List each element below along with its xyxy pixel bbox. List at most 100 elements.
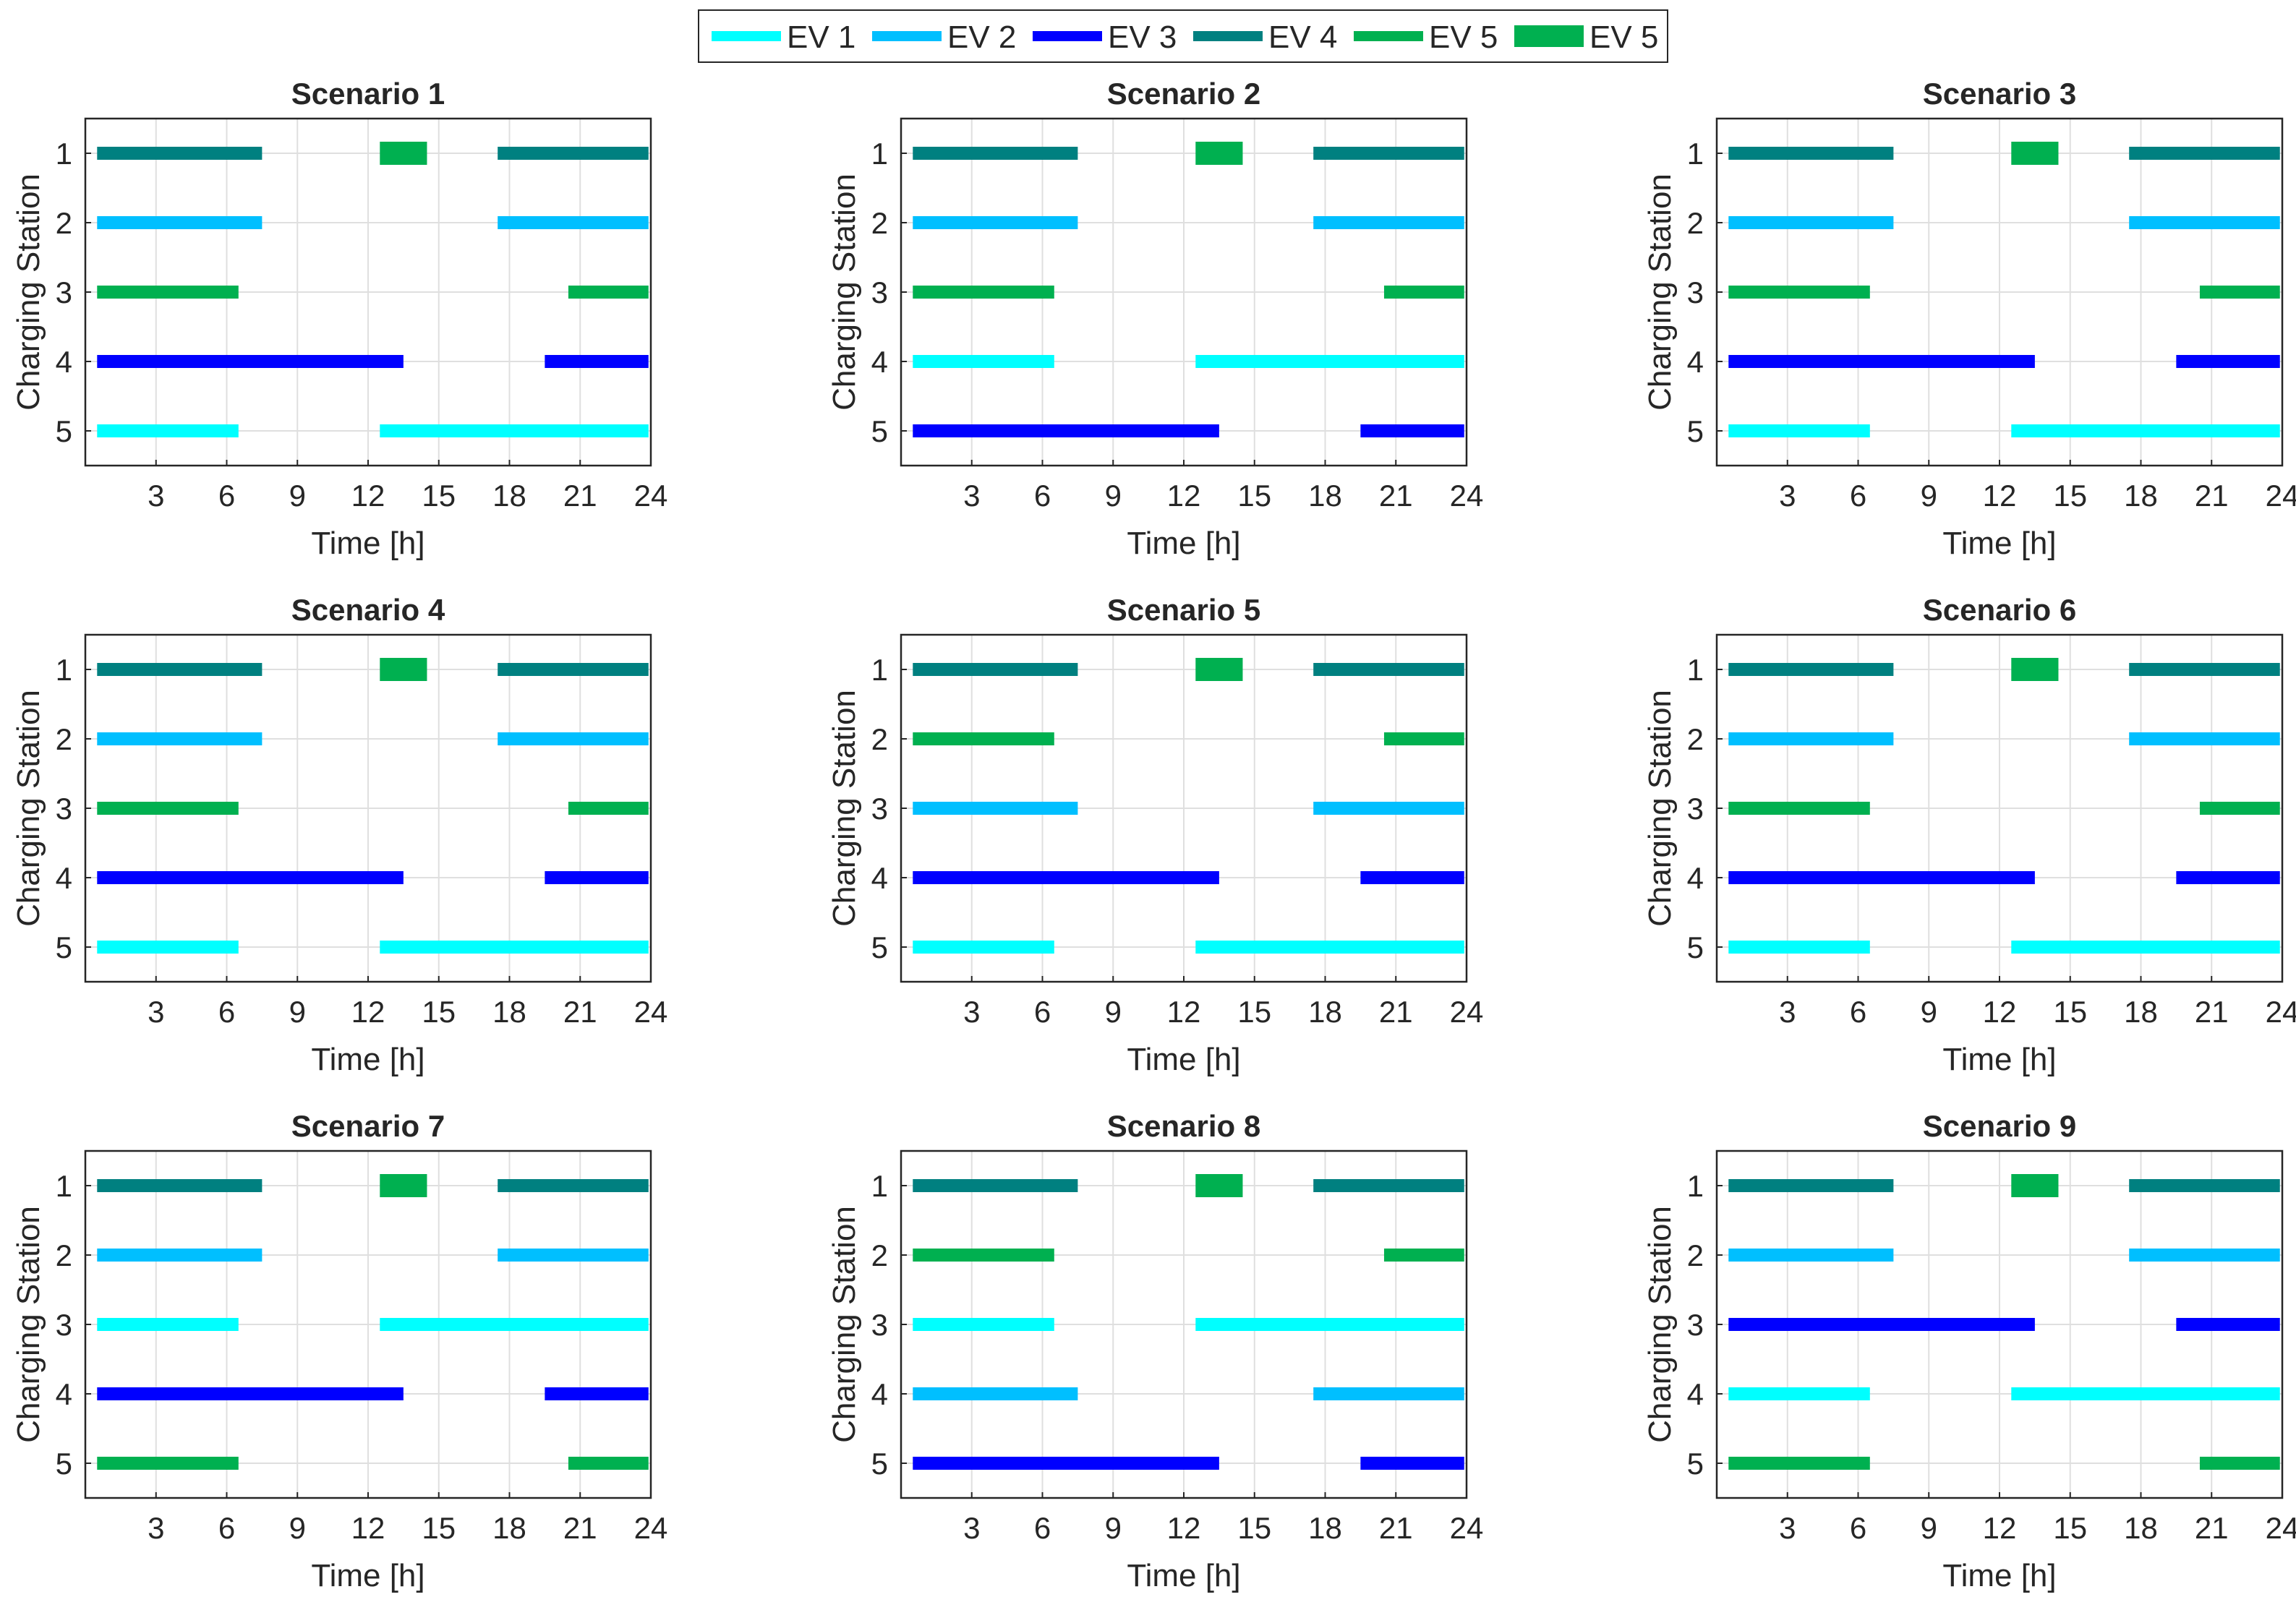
x-axis-label: Time [h] <box>1942 526 2056 561</box>
x-tick-label: 18 <box>2124 479 2158 513</box>
x-tick-label: 18 <box>492 479 526 513</box>
y-axis-label: Charging Station <box>11 174 46 411</box>
x-tick-label: 9 <box>289 995 306 1029</box>
x-tick-label: 15 <box>422 995 456 1029</box>
y-tick-label: 5 <box>1687 414 1704 448</box>
bar-station-3-ev5 <box>568 286 649 299</box>
x-tick-label: 15 <box>1237 479 1271 513</box>
x-tick-label: 6 <box>1850 995 1866 1029</box>
bar-station-4-ev3 <box>545 871 649 884</box>
x-tick-label: 18 <box>2124 1511 2158 1545</box>
bar-station-1-ev4 <box>2129 1179 2280 1192</box>
y-tick-label: 2 <box>56 1238 72 1272</box>
bar-station-4-ev1 <box>1195 355 1464 368</box>
subplot-title: Scenario 1 <box>291 77 445 111</box>
bar-station-2-ev2 <box>1313 216 1464 229</box>
subplot-title: Scenario 5 <box>1107 593 1260 627</box>
bar-station-4-ev1 <box>2011 1387 2280 1400</box>
y-tick-label: 1 <box>1687 1169 1704 1203</box>
bar-station-5-ev1 <box>2011 424 2280 437</box>
bar-station-4-ev1 <box>1728 1387 1870 1400</box>
bar-station-3-ev1 <box>380 1318 649 1331</box>
bar-station-3-ev5 <box>2199 286 2280 299</box>
x-tick-label: 9 <box>1921 479 1937 513</box>
bar-station-5-ev5 <box>2199 1457 2280 1470</box>
x-tick-label: 18 <box>492 995 526 1029</box>
x-axis-label: Time [h] <box>311 1042 424 1077</box>
y-tick-label: 2 <box>1687 1238 1704 1272</box>
x-axis-label: Time [h] <box>311 526 424 561</box>
y-axis-label: Charging Station <box>1642 174 1678 411</box>
subplot-title: Scenario 7 <box>291 1109 445 1143</box>
x-tick-label: 18 <box>1308 479 1342 513</box>
x-tick-label: 24 <box>2266 479 2296 513</box>
x-tick-label: 24 <box>1450 479 1484 513</box>
x-tick-label: 3 <box>963 479 980 513</box>
y-tick-label: 2 <box>56 206 72 240</box>
x-tick-label: 3 <box>1779 479 1796 513</box>
subplot-title: Scenario 2 <box>1107 77 1260 111</box>
bar-station-4-ev1 <box>913 355 1054 368</box>
bar-station-5-ev1 <box>1728 941 1870 954</box>
bar-station-3-ev5 <box>2199 802 2280 815</box>
bar-station-4-ev3 <box>2176 871 2280 884</box>
bar-station-1-ev4 <box>2129 147 2280 160</box>
y-tick-label: 3 <box>871 1308 888 1342</box>
x-tick-label: 12 <box>1167 479 1201 513</box>
y-tick-label: 5 <box>56 930 72 964</box>
x-tick-label: 3 <box>148 479 164 513</box>
y-tick-label: 4 <box>1687 861 1704 895</box>
x-tick-label: 12 <box>351 1511 385 1545</box>
bar-station-5-ev1 <box>2011 941 2280 954</box>
y-tick-label: 3 <box>56 275 72 309</box>
bar-station-3-ev3 <box>2176 1318 2280 1331</box>
y-tick-label: 4 <box>56 345 72 379</box>
bar-station-2-ev2 <box>2129 732 2280 745</box>
x-tick-label: 6 <box>218 1511 235 1545</box>
legend: EV 1 EV 2 EV 3 EV 4 EV 5 EV 5 <box>698 9 1668 63</box>
legend-label: EV 4 <box>1268 20 1337 55</box>
bar-station-1-ev5 <box>380 658 427 681</box>
bar-station-4-ev3 <box>97 871 404 884</box>
y-tick-label: 1 <box>871 137 888 171</box>
bar-station-3-ev5 <box>568 802 649 815</box>
x-tick-label: 6 <box>1850 479 1866 513</box>
bar-station-5-ev1 <box>97 424 239 437</box>
bar-station-2-ev2 <box>498 216 649 229</box>
x-tick-label: 15 <box>2053 1511 2087 1545</box>
bar-station-4-ev3 <box>97 1387 404 1400</box>
bar-station-3-ev1 <box>97 1318 239 1331</box>
bar-station-1-ev5 <box>1195 1174 1243 1197</box>
y-tick-label: 5 <box>56 1447 72 1481</box>
y-tick-label: 4 <box>871 1377 888 1411</box>
legend-swatch <box>1354 31 1423 41</box>
bar-station-5-ev3 <box>913 1457 1219 1470</box>
y-tick-label: 2 <box>871 722 888 756</box>
x-tick-label: 21 <box>1379 479 1413 513</box>
bar-station-5-ev5 <box>568 1457 649 1470</box>
bar-station-3-ev2 <box>1313 802 1464 815</box>
y-tick-label: 5 <box>871 414 888 448</box>
x-tick-label: 24 <box>2266 995 2296 1029</box>
subplot-title: Scenario 4 <box>291 593 445 627</box>
subplot-title: Scenario 6 <box>1923 593 2076 627</box>
bar-station-1-ev4 <box>1728 1179 1894 1192</box>
y-tick-label: 1 <box>871 1169 888 1203</box>
bar-station-3-ev1 <box>1195 1318 1464 1331</box>
bar-station-1-ev5 <box>2011 142 2059 165</box>
x-tick-label: 24 <box>1450 1511 1484 1545</box>
bar-station-5-ev1 <box>380 941 649 954</box>
y-axis-label: Charging Station <box>11 1206 46 1443</box>
y-tick-label: 2 <box>1687 206 1704 240</box>
bar-station-3-ev1 <box>913 1318 1054 1331</box>
bar-station-2-ev2 <box>97 1249 263 1262</box>
x-tick-label: 12 <box>1983 995 2017 1029</box>
bar-station-1-ev4 <box>2129 663 2280 676</box>
x-tick-label: 21 <box>563 1511 597 1545</box>
bar-station-1-ev5 <box>380 1174 427 1197</box>
y-tick-label: 4 <box>1687 345 1704 379</box>
bar-station-1-ev5 <box>2011 658 2059 681</box>
bar-station-1-ev4 <box>498 1179 649 1192</box>
